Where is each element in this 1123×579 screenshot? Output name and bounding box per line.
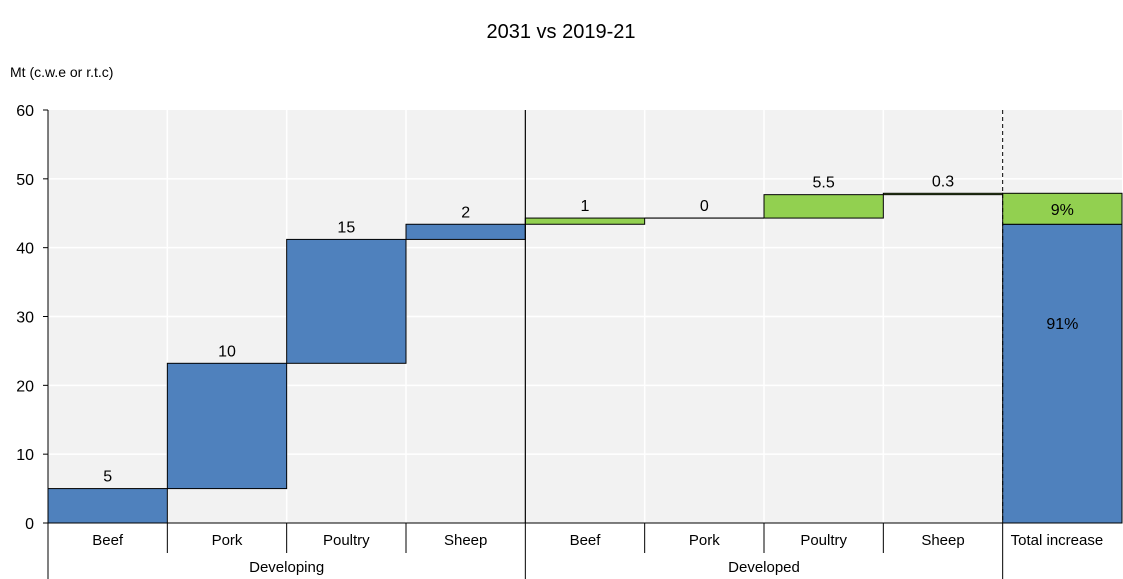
x-category-label: Poultry	[323, 532, 370, 549]
total-percent-label: 91%	[1046, 316, 1078, 333]
y-tick-label: 20	[16, 378, 34, 395]
y-tick-label: 40	[16, 241, 34, 258]
waterfall-bar	[882, 192, 1004, 196]
waterfall-bar	[524, 217, 646, 225]
data-label: 10	[218, 343, 236, 360]
total-percent-label: 9%	[1051, 202, 1074, 219]
x-category-label: Beef	[92, 532, 124, 549]
y-axis-label: Mt (c.w.e or r.t.c)	[10, 64, 113, 80]
waterfall-bar	[47, 488, 168, 524]
chart-title: 2031 vs 2019-21	[486, 21, 635, 43]
x-category-label: Total increase	[1011, 532, 1104, 549]
waterfall-bar	[286, 238, 407, 364]
x-group-label: Developed	[728, 559, 800, 576]
bars	[47, 192, 1123, 524]
x-categories: Beef Pork Poultry Sheep Beef Pork Poultry Sheep…	[47, 523, 1104, 579]
waterfall-bar	[763, 194, 884, 219]
y-tick-label: 60	[16, 103, 34, 120]
y-tick-label: 10	[16, 447, 34, 464]
data-label: 1	[581, 198, 590, 215]
y-tick-label: 30	[16, 310, 34, 327]
x-category-label: Sheep	[921, 532, 964, 549]
data-label: 2	[461, 204, 470, 221]
y-ticks: 0 10 20 30 40 50 60	[16, 103, 48, 533]
data-label: 5	[103, 469, 112, 486]
data-label: 5.5	[813, 175, 835, 192]
y-tick-label: 50	[16, 172, 34, 189]
x-category-label: Pork	[689, 532, 720, 549]
x-category-label: Beef	[570, 532, 602, 549]
x-category-label: Pork	[212, 532, 243, 549]
waterfall-bar	[166, 362, 288, 490]
total-segment	[1002, 223, 1123, 524]
x-group-label: Developing	[249, 559, 324, 576]
x-category-label: Sheep	[444, 532, 487, 549]
data-label: 0	[700, 198, 709, 215]
y-tick-label: 0	[25, 516, 34, 533]
x-category-label: Poultry	[800, 532, 847, 549]
waterfall-bar	[405, 223, 526, 240]
data-label: 15	[337, 219, 355, 236]
data-label: 0.3	[932, 173, 954, 190]
